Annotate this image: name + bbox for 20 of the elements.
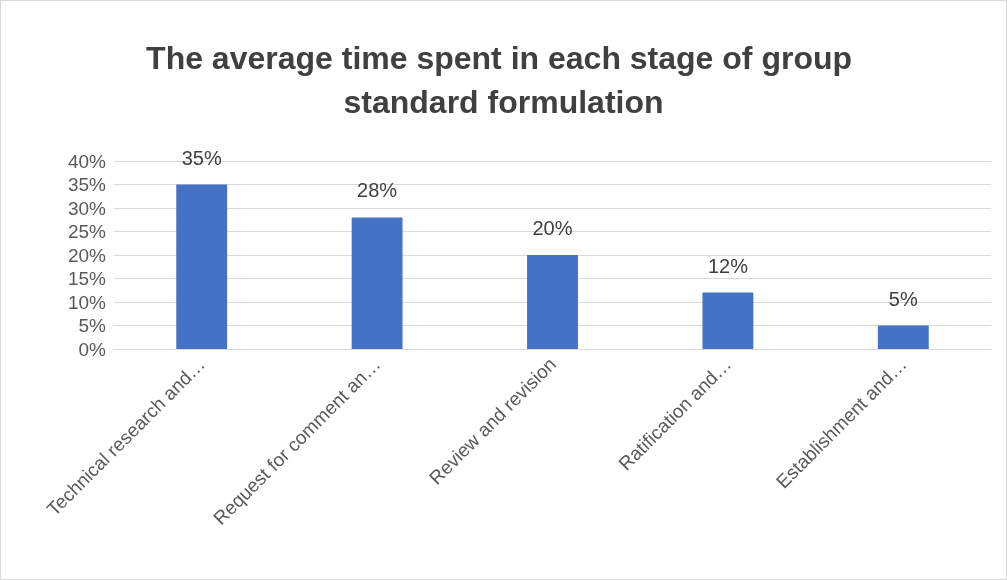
bar [877, 325, 929, 349]
y-tick-label: 20% [67, 244, 107, 266]
data-label: 28% [357, 179, 398, 202]
y-tick-label: 40% [67, 150, 107, 172]
bar [176, 184, 228, 349]
bar [702, 292, 754, 349]
data-label: 20% [532, 217, 573, 239]
data-label: 5% [888, 287, 918, 310]
y-tick-label: 5% [78, 315, 107, 336]
bar [527, 255, 578, 349]
y-tick-label: 35% [67, 174, 107, 195]
data-label: 12% [707, 254, 749, 277]
data-label: 35% [181, 146, 222, 169]
y-tick-label: 0% [78, 338, 107, 360]
y-tick-label: 25% [67, 221, 107, 242]
y-tick-label: 30% [67, 197, 107, 219]
y-tick-label: 10% [67, 291, 107, 313]
y-tick-label: 15% [67, 268, 107, 289]
bar [351, 217, 403, 349]
chart-title: The average time spent in each stage of group standard formulation [146, 40, 861, 120]
